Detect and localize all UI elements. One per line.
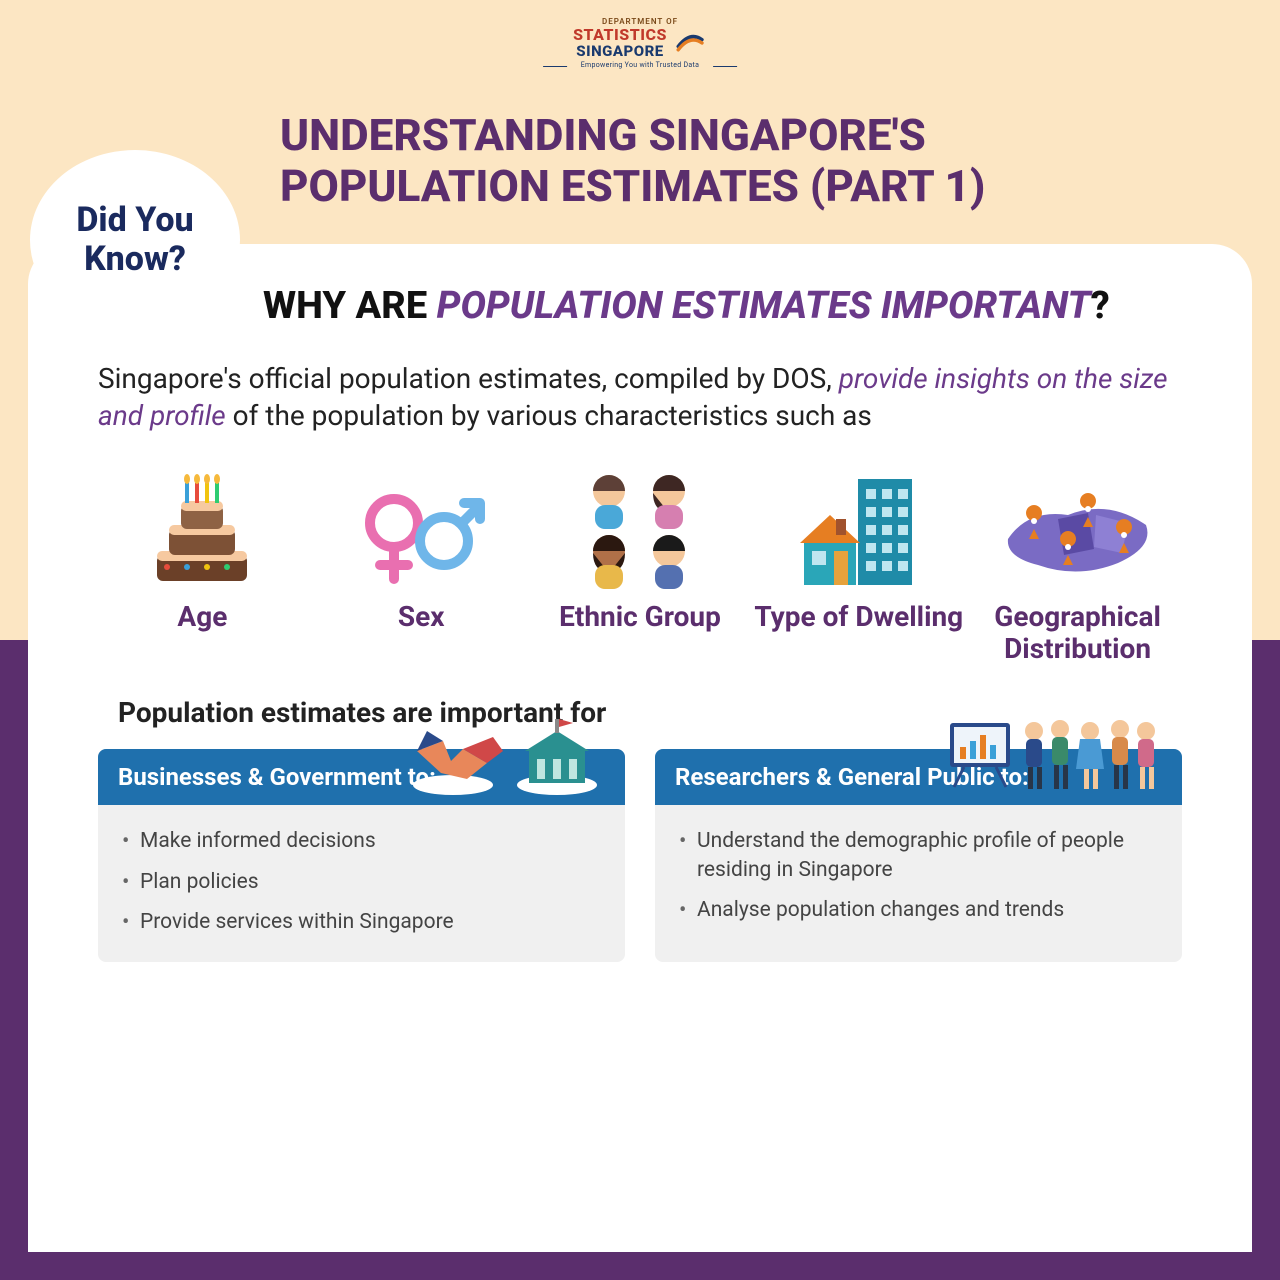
board-people-icon: [944, 701, 1164, 801]
bubble-text: Did You Know?: [30, 201, 240, 279]
char-geo: Geographical Distribution: [973, 459, 1182, 665]
intro-paragraph: Singapore's official population estimate…: [98, 360, 1182, 436]
box-researchers-public: Researchers & General Public to: Underst…: [655, 749, 1182, 963]
box-bullets: Make informed decisions Plan policies Pr…: [98, 805, 625, 962]
bullet: Analyse population changes and trends: [679, 890, 1162, 930]
page-title: UNDERSTANDING SINGAPORE'S POPULATION EST…: [280, 110, 1200, 211]
logo-swirl-icon: [673, 26, 707, 60]
buildings-icon: [794, 469, 924, 589]
bullet: Provide services within Singapore: [122, 902, 605, 942]
section-heading: WHY ARE POPULATION ESTIMATES IMPORTANT?: [263, 284, 1182, 330]
intro-part2: of the population by various characteris…: [226, 399, 872, 432]
intro-part1: Singapore's official population estimate…: [98, 362, 839, 395]
char-dwelling: Type of Dwelling: [754, 459, 963, 633]
handshake-gov-icon: [407, 701, 607, 801]
box-business-gov: Businesses & Government to: Make informe…: [98, 749, 625, 963]
bullet: Make informed decisions: [122, 821, 605, 861]
char-label: Ethnic Group: [536, 601, 745, 633]
cake-icon: [147, 469, 257, 589]
importance-boxes: Businesses & Government to: Make informe…: [98, 749, 1182, 963]
characteristics-row: Age Sex: [98, 459, 1182, 665]
char-ethnic: Ethnic Group: [536, 459, 745, 633]
subhead-part1: WHY ARE: [263, 284, 437, 328]
char-age: Age: [98, 459, 307, 633]
char-label: Age: [98, 601, 307, 633]
bullet: Understand the demographic profile of pe…: [679, 821, 1162, 890]
box-bullets: Understand the demographic profile of pe…: [655, 805, 1182, 950]
did-you-know-bubble: Did You Know?: [30, 150, 240, 330]
char-label: Sex: [317, 601, 526, 633]
bullet: Plan policies: [122, 862, 605, 902]
logo-tagline: Empowering You with Trusted Data: [573, 62, 707, 69]
logo-sg: SINGAPORE: [573, 44, 667, 60]
main-card: WHY ARE POPULATION ESTIMATES IMPORTANT? …: [28, 244, 1252, 1252]
dos-logo: DEPARTMENT OF STATISTICS SINGAPORE Empow…: [573, 18, 707, 70]
char-label: Type of Dwelling: [754, 601, 963, 633]
subhead-part2: ?: [1091, 284, 1110, 328]
subhead-emphasis: POPULATION ESTIMATES IMPORTANT: [437, 284, 1091, 328]
char-sex: Sex: [317, 459, 526, 633]
char-label: Geographical Distribution: [973, 601, 1182, 665]
people-icon: [575, 469, 705, 589]
map-icon: [998, 489, 1158, 589]
gender-icon: [356, 479, 486, 589]
